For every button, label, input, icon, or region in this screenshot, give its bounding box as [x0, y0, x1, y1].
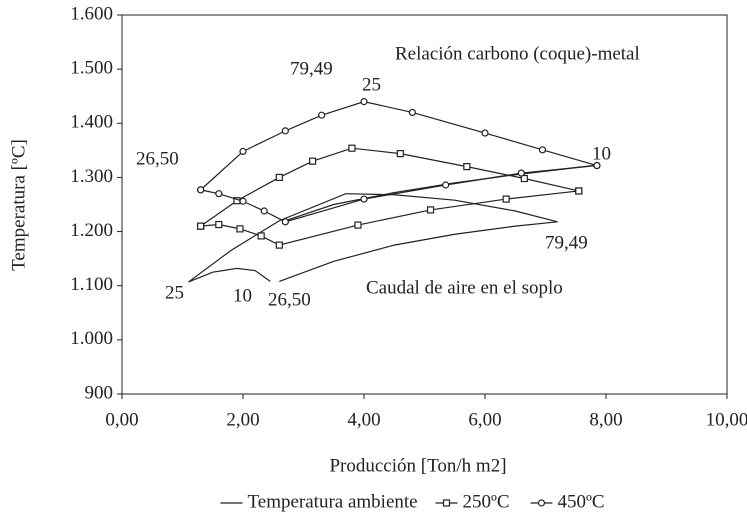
point: [575, 187, 583, 195]
annotation: 10: [592, 143, 611, 164]
annotation: Caudal de aire en el soplo: [366, 277, 563, 298]
point: [239, 197, 247, 205]
series-line: [200, 147, 579, 246]
point: [257, 232, 265, 240]
point: [442, 181, 450, 189]
point: [318, 111, 326, 119]
point: [308, 157, 317, 165]
y-tick-label: 1.200: [70, 220, 113, 241]
annotation: 26,50: [136, 148, 179, 169]
y-tick-label: 1.600: [70, 3, 113, 24]
point: [281, 127, 289, 135]
legend-marker: [442, 499, 451, 507]
x-tick-label: 8,00: [589, 409, 622, 430]
point: [360, 195, 368, 203]
point: [275, 241, 283, 249]
point: [239, 147, 247, 156]
annotation: 79,49: [545, 232, 588, 253]
point: [463, 163, 471, 171]
y-axis-label: Temperatura [ºC]: [8, 139, 29, 271]
annotation: Relación carbono (coque)-metal: [395, 43, 640, 64]
annotation: 25: [362, 74, 381, 95]
annotation: 10: [233, 285, 252, 306]
point: [360, 98, 368, 106]
legend-label: Temperatura ambiente: [248, 491, 418, 512]
point: [215, 190, 223, 198]
series-line: [188, 164, 594, 283]
point: [236, 225, 244, 233]
point: [281, 218, 289, 226]
annotation: 26,50: [268, 289, 311, 310]
y-tick-label: 1.100: [70, 274, 113, 295]
point: [275, 173, 283, 182]
y-tick-label: 1.000: [70, 328, 113, 349]
y-tick-label: 1.300: [70, 166, 113, 187]
annotation: 25: [165, 282, 184, 303]
x-tick-label: 2,00: [226, 409, 259, 430]
point: [215, 220, 223, 229]
point: [408, 108, 416, 117]
x-axis-label: Producción [Ton/h m2]: [329, 455, 506, 476]
x-tick-label: 4,00: [347, 409, 380, 430]
point: [538, 146, 547, 154]
point: [593, 161, 601, 170]
point: [396, 150, 404, 158]
legend-label: 450ºC: [558, 491, 605, 512]
series-line: [200, 101, 598, 223]
point: [197, 222, 205, 230]
legend-marker: [537, 499, 546, 507]
point: [481, 129, 489, 137]
point: [520, 174, 528, 183]
point: [197, 186, 205, 194]
legend-label: 250ºC: [463, 491, 510, 512]
point: [260, 207, 268, 215]
y-tick-label: 1.400: [70, 112, 113, 133]
y-tick-label: 900: [85, 382, 114, 403]
x-tick-label: 0,00: [105, 409, 138, 430]
point: [517, 169, 525, 177]
annotation: 79,49: [290, 58, 333, 79]
point: [354, 221, 362, 229]
y-tick-label: 1.500: [70, 58, 113, 79]
plot-frame: [121, 14, 728, 395]
point: [348, 144, 356, 152]
x-tick-label: 6,00: [468, 409, 501, 430]
point: [426, 206, 435, 214]
x-tick-label: 10,00: [706, 409, 747, 430]
point: [502, 195, 510, 203]
